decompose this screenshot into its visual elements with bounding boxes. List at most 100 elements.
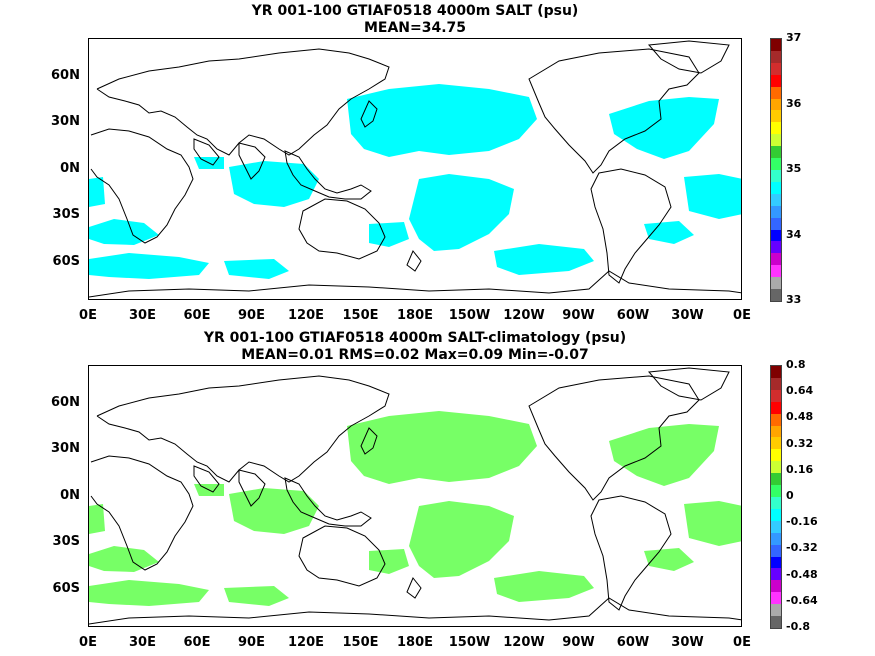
field-region bbox=[494, 244, 594, 275]
field-region bbox=[347, 84, 537, 157]
field-region bbox=[229, 488, 319, 534]
coastline bbox=[298, 525, 386, 587]
colorbar-swatch bbox=[771, 508, 781, 521]
longitude-label: 0E bbox=[733, 308, 751, 323]
panel-2-coastlines bbox=[89, 367, 741, 625]
coastline bbox=[360, 100, 378, 128]
colorbar-swatch bbox=[771, 86, 781, 99]
coastline bbox=[238, 469, 266, 507]
panel-1-title: YR 001-100 GTIAF0518 4000m SALT (psu) bbox=[251, 3, 579, 19]
panel-2-colorbar bbox=[770, 365, 782, 629]
coastline bbox=[647, 40, 730, 74]
colorbar-tick-label: 0.32 bbox=[786, 436, 814, 450]
latitude-label: 60N bbox=[51, 395, 80, 410]
field-region bbox=[347, 411, 537, 484]
colorbar-swatch bbox=[771, 110, 781, 123]
longitude-label: 180E bbox=[396, 308, 434, 323]
colorbar-swatch bbox=[771, 50, 781, 63]
colorbar-tick-label: 37 bbox=[786, 31, 802, 44]
longitude-label: 150E bbox=[342, 635, 379, 650]
field-region bbox=[89, 504, 105, 534]
colorbar-swatch bbox=[771, 556, 781, 569]
colorbar-tick-label: 0.48 bbox=[786, 410, 814, 424]
colorbar-swatch bbox=[771, 425, 781, 438]
panel-2-title: YR 001-100 GTIAF0518 4000m SALT-climatol… bbox=[203, 330, 627, 346]
colorbar-swatch bbox=[771, 98, 781, 111]
coastline bbox=[590, 495, 672, 611]
coastline bbox=[193, 138, 220, 166]
colorbar-swatch bbox=[771, 253, 781, 266]
longitude-label: 90W bbox=[562, 635, 595, 650]
colorbar-swatch bbox=[771, 122, 781, 135]
colorbar-swatch bbox=[771, 544, 781, 557]
longitude-label: 180E bbox=[396, 635, 434, 650]
coastline bbox=[528, 48, 700, 174]
coastline bbox=[96, 48, 390, 156]
colorbar-tick-label: 0.64 bbox=[786, 384, 814, 398]
coastline bbox=[193, 465, 220, 493]
colorbar-swatch bbox=[771, 289, 781, 301]
coastline bbox=[298, 198, 386, 260]
colorbar-tick-label: 35 bbox=[786, 162, 802, 175]
longitude-label: 60E bbox=[183, 308, 211, 323]
latitude-label: 60S bbox=[52, 254, 80, 269]
colorbar-swatch bbox=[771, 413, 781, 426]
colorbar-swatch bbox=[771, 241, 781, 254]
colorbar-tick-label: 0.8 bbox=[786, 358, 806, 371]
latitude-label: 60S bbox=[52, 581, 80, 596]
colorbar-tick-label: 34 bbox=[786, 227, 802, 241]
longitude-label: 120W bbox=[503, 635, 545, 650]
field-region bbox=[229, 161, 319, 207]
coastline bbox=[647, 367, 730, 401]
colorbar-swatch bbox=[771, 592, 781, 605]
colorbar-tick-label: 0.16 bbox=[786, 462, 814, 476]
longitude-label: 60W bbox=[616, 308, 650, 323]
field-region bbox=[369, 549, 409, 574]
coastline bbox=[89, 270, 741, 298]
colorbar-swatch bbox=[771, 39, 781, 51]
coastline bbox=[284, 477, 372, 527]
colorbar-tick-label: -0.48 bbox=[786, 567, 818, 581]
colorbar-swatch bbox=[771, 616, 781, 628]
colorbar-tick-label: -0.32 bbox=[786, 541, 818, 555]
colorbar-swatch bbox=[771, 158, 781, 170]
field-region bbox=[494, 571, 594, 602]
colorbar-swatch bbox=[771, 193, 781, 206]
colorbar-tick-label: 0 bbox=[786, 489, 794, 502]
field-region bbox=[224, 586, 289, 606]
panel-1-map-svg bbox=[89, 40, 741, 298]
colorbar-swatch bbox=[771, 568, 781, 581]
colorbar-swatch bbox=[771, 217, 781, 230]
coastline bbox=[89, 597, 741, 625]
colorbar-tick-label: -0.64 bbox=[786, 593, 818, 607]
longitude-label: 0E bbox=[79, 308, 97, 323]
longitude-label: 30E bbox=[129, 635, 156, 650]
colorbar-tick-label: -0.16 bbox=[786, 515, 818, 529]
coastline bbox=[90, 455, 194, 571]
field-region bbox=[684, 501, 741, 546]
longitude-label: 30W bbox=[671, 635, 704, 650]
colorbar-swatch bbox=[771, 604, 781, 617]
coastline bbox=[360, 427, 378, 455]
field-region bbox=[409, 174, 514, 251]
longitude-label: 30E bbox=[129, 308, 156, 323]
colorbar-swatch bbox=[771, 389, 781, 402]
panel-1-colorbar bbox=[770, 38, 782, 302]
longitude-label: 120W bbox=[503, 308, 545, 323]
colorbar-swatch bbox=[771, 62, 781, 75]
latitude-label: 30S bbox=[52, 534, 80, 549]
colorbar-tick-label: -0.8 bbox=[786, 620, 811, 633]
field-region bbox=[89, 219, 159, 245]
longitude-label: 120E bbox=[287, 635, 325, 650]
coastline bbox=[528, 375, 700, 501]
panel-1-map bbox=[88, 38, 742, 300]
field-region bbox=[369, 222, 409, 247]
coastline bbox=[238, 142, 266, 180]
colorbar-swatch bbox=[771, 401, 781, 414]
colorbar-swatch bbox=[771, 366, 781, 378]
coastline bbox=[590, 168, 672, 284]
coastline bbox=[406, 577, 422, 599]
colorbar-swatch bbox=[771, 377, 781, 390]
colorbar-swatch bbox=[771, 461, 781, 474]
panel-2-subtitle: MEAN=0.01 RMS=0.02 Max=0.09 Min=-0.07 bbox=[241, 347, 589, 363]
